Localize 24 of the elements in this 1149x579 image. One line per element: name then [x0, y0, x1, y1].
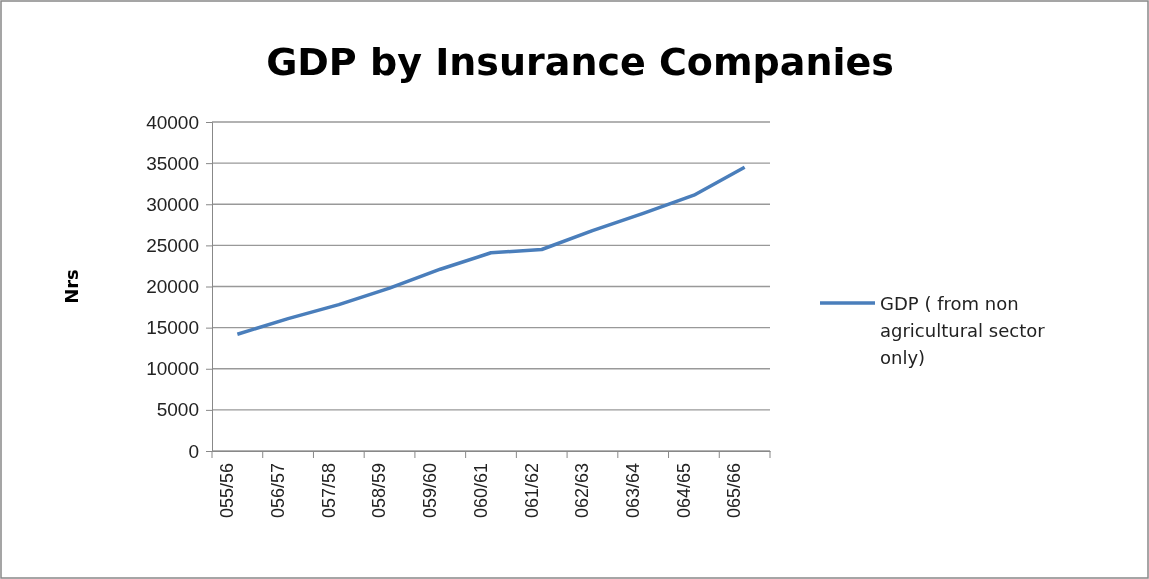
y-tick-label: 40000 — [146, 111, 199, 133]
x-tick-label: 057/58 — [318, 463, 339, 519]
chart-title: GDP by Insurance Companies — [266, 40, 894, 84]
y-tick-label: 35000 — [146, 152, 199, 174]
x-tick-label: 062/63 — [572, 463, 593, 519]
x-tick-label: 060/61 — [470, 463, 491, 519]
y-tick-label: 5000 — [156, 399, 199, 421]
y-tick-label: 10000 — [146, 358, 199, 380]
x-tick-label: 061/62 — [521, 463, 542, 519]
x-tick-label: 059/60 — [420, 463, 441, 519]
y-tick-label: 0 — [188, 440, 199, 462]
x-tick-label: 063/64 — [622, 463, 643, 519]
y-tick-label: 15000 — [146, 317, 199, 339]
x-tick-label: 065/66 — [724, 463, 745, 519]
y-tick-label: 30000 — [146, 193, 199, 215]
legend-label: GDP ( from non agricultural sector only) — [880, 293, 1046, 368]
line-series — [235, 165, 747, 336]
y-axis-title: Nrs — [61, 269, 82, 304]
x-tick-label: 056/57 — [267, 463, 288, 519]
y-tick-label: 20000 — [146, 276, 199, 298]
x-tick-label: 055/56 — [217, 463, 238, 519]
x-tick-label: 064/65 — [673, 463, 694, 519]
y-tick-label: 25000 — [146, 234, 199, 256]
x-tick-label: 058/59 — [369, 463, 390, 519]
